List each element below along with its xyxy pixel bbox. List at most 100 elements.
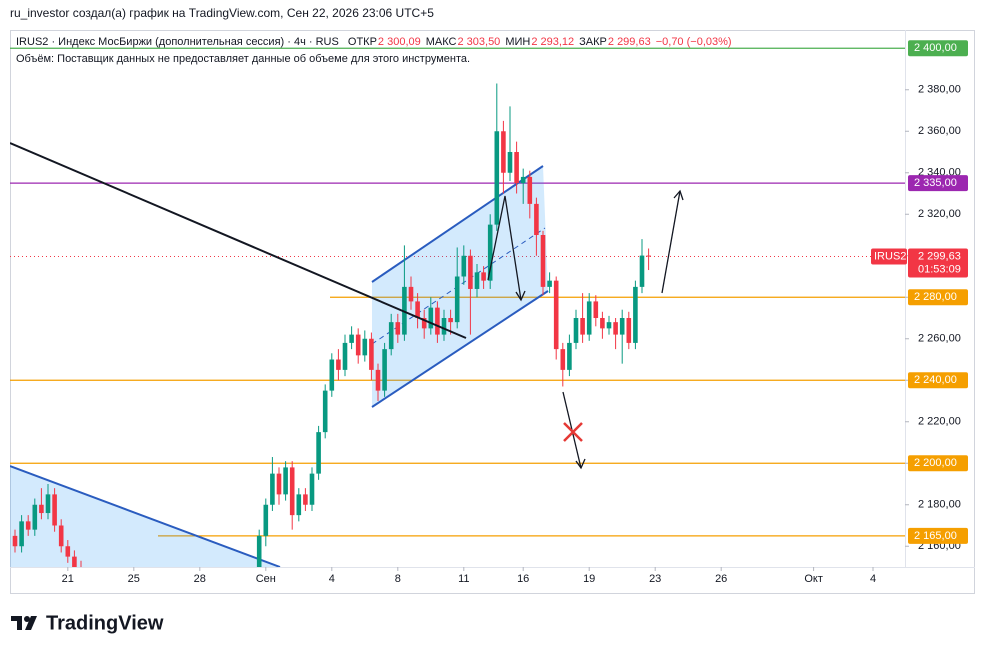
x-tick-label: Сен: [256, 573, 276, 585]
arrow-head: [673, 189, 684, 201]
last-price-label: 2 299,63: [918, 250, 961, 262]
footer-brand: TradingView: [46, 612, 164, 634]
levels: [10, 47, 905, 537]
candle-body: [32, 504, 38, 530]
x-tick-label: 23: [649, 573, 661, 585]
x-tick-label: 21: [62, 573, 74, 585]
channel-mid: [371, 227, 546, 345]
last-price-badge: [908, 248, 968, 278]
candle-body: [256, 535, 262, 567]
candle-body: [606, 322, 612, 329]
axes: 2 160,002 180,002 200,002 220,002 240,00…: [62, 40, 968, 585]
candle-body: [303, 494, 308, 505]
candle-body: [567, 342, 572, 370]
y-tick-label: 2 320,00: [918, 208, 961, 220]
channel-upper: [371, 165, 544, 283]
candle-body: [520, 176, 526, 184]
x-tick-label: 11: [458, 573, 469, 585]
logo-mark: [25, 616, 37, 630]
candle-body: [12, 535, 18, 547]
header-title: ru_investor создал(а) график на TradingV…: [10, 6, 434, 20]
candle-body: [52, 494, 57, 526]
candle-body: [514, 152, 519, 184]
trend-line: [10, 465, 281, 567]
candle-body: [435, 307, 440, 335]
candle-body: [415, 301, 420, 319]
x-tick-label: 4: [329, 573, 335, 585]
candle-body: [322, 390, 328, 433]
candle-body: [573, 318, 579, 343]
annotations: [10, 142, 684, 470]
level-badge-label: 2 165,00: [914, 530, 957, 542]
candle-body: [547, 280, 552, 287]
level-badge: [908, 289, 968, 306]
candle-body: [39, 504, 44, 514]
candle-body: [553, 280, 559, 350]
candle-body: [263, 504, 269, 536]
level-badge: [908, 527, 968, 544]
candle-body: [540, 235, 546, 287]
candle-body: [580, 318, 585, 335]
level-badge: [908, 372, 968, 389]
candle-body: [474, 272, 480, 289]
candle-body: [494, 131, 500, 225]
candle-body: [19, 521, 24, 547]
x-tick-label: 26: [715, 573, 727, 585]
drawings: [10, 165, 549, 567]
candle-body: [487, 224, 493, 281]
cross-mark: [563, 422, 583, 442]
legend: IRUS2 · Индекс МосБиржи (дополнительная …: [16, 36, 732, 65]
candle-body: [448, 318, 453, 323]
arrow-head: [515, 290, 526, 302]
candle-body: [283, 467, 288, 495]
candle-body: [461, 255, 467, 277]
legend-symbol: IRUS2 · Индекс МосБиржи (дополнительная …: [16, 36, 339, 48]
candle-body: [270, 473, 275, 505]
candle-body: [309, 473, 315, 505]
candle-body: [527, 176, 533, 204]
y-tick-label: 2 380,00: [918, 84, 961, 96]
footer-logo: TradingView: [11, 612, 164, 634]
legend-field-name: МАКС: [426, 36, 457, 48]
candle-body: [289, 467, 295, 516]
last-price-symbol: IRUS2: [874, 250, 906, 262]
arrow: [487, 195, 522, 301]
chart-frame: [10, 30, 975, 594]
candle-body: [316, 432, 321, 474]
legend-volume: Объём: Поставщик данных не предоставляет…: [16, 53, 470, 65]
level-badge-label: 2 240,00: [914, 374, 957, 386]
level-badge: [908, 40, 968, 57]
legend-field-value: 2 303,50: [457, 36, 500, 48]
channel-fill: [372, 166, 548, 407]
candle-body: [501, 131, 506, 173]
y-tick-label: 2 360,00: [918, 125, 961, 137]
legend-field-name: ЗАКР: [579, 36, 607, 48]
arrow: [661, 190, 681, 294]
candle-body: [25, 521, 31, 530]
arrow-head: [575, 458, 586, 470]
candle-body: [58, 525, 64, 547]
x-tick-label: Окт: [804, 573, 823, 585]
candle-body: [72, 556, 77, 567]
legend-field-value: 2 300,09: [378, 36, 421, 48]
candle-body: [382, 349, 387, 391]
candle-body: [428, 307, 434, 329]
legend-field-value: 2 293,12: [531, 36, 574, 48]
candle-body: [342, 342, 348, 370]
candle-body: [586, 301, 592, 335]
candle-body: [421, 318, 427, 329]
candle-body: [619, 318, 625, 335]
level-badge: [908, 175, 968, 192]
candle-body: [593, 301, 599, 319]
candle-body: [65, 546, 71, 557]
candle-body: [626, 318, 632, 343]
candle-body: [441, 318, 447, 335]
trend-line: [10, 142, 467, 339]
candle-body: [329, 359, 335, 391]
candle-body: [507, 152, 513, 173]
candle-body: [362, 338, 368, 356]
candle-body: [600, 318, 605, 329]
logo-mark: [24, 616, 30, 622]
candle-body: [395, 322, 401, 335]
